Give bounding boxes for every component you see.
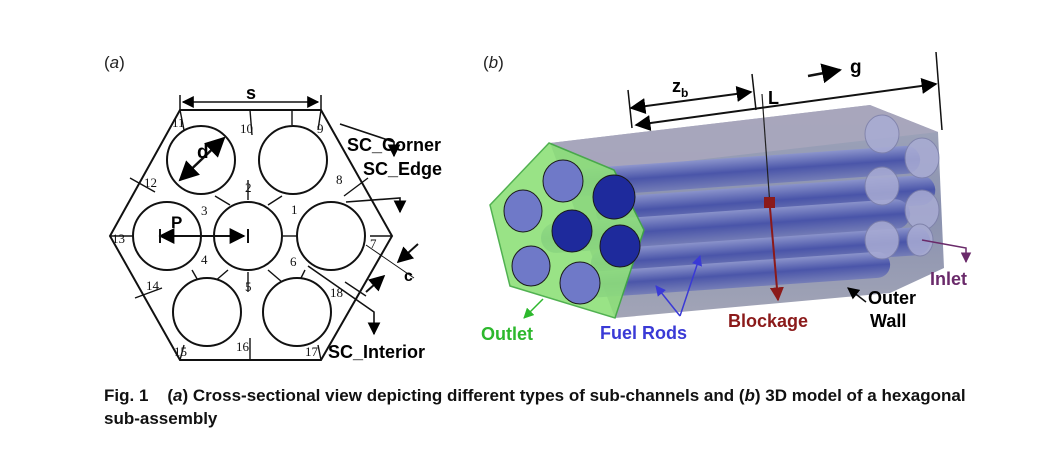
fuel-rods-leader-2 — [679, 255, 702, 317]
dim-l-line — [634, 78, 938, 131]
subchannel-6: 6 — [290, 254, 297, 269]
rod-top-right — [258, 125, 328, 195]
subchannel-18: 18 — [330, 285, 343, 300]
caption-fig-number: Fig. 1 — [104, 386, 149, 405]
dim-s-label: s — [246, 83, 256, 103]
blockage-leader — [769, 207, 784, 302]
dim-c-extension — [365, 244, 415, 279]
subchannel-15: 15 — [174, 344, 187, 359]
dim-d-label: d — [197, 142, 209, 163]
subchannel-3: 3 — [201, 203, 208, 218]
subchannel-14: 14 — [146, 278, 160, 293]
outer-wall-leader — [847, 287, 867, 303]
blockage-block — [764, 197, 775, 208]
subchannel-5: 5 — [245, 279, 252, 294]
dim-c-arrow-upper — [396, 243, 419, 264]
callout-sc-interior: SC_Interior — [328, 342, 425, 362]
subchannel-numbers: 1 2 3 4 5 6 7 8 9 10 11 12 13 14 15 16 1… — [112, 115, 377, 359]
rod-bottom-left — [172, 277, 242, 347]
label-inlet: Inlet — [930, 269, 967, 289]
caption-a: a — [172, 386, 183, 405]
subchannel-2: 2 — [245, 180, 252, 195]
label-outer-wall-1: Outer — [868, 288, 916, 308]
label-outer-wall-2: Wall — [870, 311, 906, 331]
caption-text-2: 3D model of a hexagonal sub-assembly — [104, 386, 966, 428]
subchannel-11: 11 — [172, 115, 185, 130]
figure-caption: Fig. 1 (a) Cross-sectional view depictin… — [104, 386, 966, 428]
gravity-arrow — [807, 63, 842, 84]
callout-sc-corner: SC_Corner — [347, 135, 441, 155]
label-outlet: Outlet — [481, 324, 533, 344]
subchannel-17: 17 — [305, 344, 319, 359]
subchannel-8: 8 — [336, 172, 343, 187]
subchannel-1: 1 — [291, 202, 298, 217]
dim-zb-ext-left — [627, 89, 633, 129]
label-blockage: Blockage — [728, 311, 808, 331]
caption-b: b — [744, 386, 755, 405]
dim-c-arrow-lower — [365, 274, 386, 293]
outlet-leader — [523, 298, 544, 319]
dim-zb-line — [629, 85, 753, 115]
rod-bottom-right — [262, 277, 332, 347]
subchannel-9: 9 — [317, 121, 324, 136]
subchannel-4: 4 — [201, 252, 208, 267]
label-fuel-rods: Fuel Rods — [600, 323, 687, 343]
dim-c-label: c — [404, 268, 413, 285]
gravity-label: g — [850, 57, 862, 78]
panel-a-cross-section: (a) s — [104, 53, 442, 362]
callout-sc-edge: SC_Edge — [363, 159, 442, 179]
dim-p-label: P — [171, 213, 182, 232]
fuel-rods-leader-1 — [655, 285, 681, 317]
dim-l-ext-right — [935, 51, 943, 131]
rod-right — [296, 201, 366, 271]
subchannel-10: 10 — [240, 121, 253, 136]
panel-b-3d-model: (b) — [481, 51, 972, 344]
callout-edge-leader — [345, 197, 407, 214]
rod-bodies — [541, 145, 936, 300]
outlet-rod-faces — [503, 159, 641, 305]
panel-a-label: (a) — [104, 53, 125, 72]
dim-l-label: L — [768, 88, 779, 108]
callout-interior-leader — [307, 265, 381, 336]
dim-zb-ext-right — [751, 73, 757, 111]
subchannel-7: 7 — [370, 236, 377, 251]
subchannel-16: 16 — [236, 339, 250, 354]
subchannel-12: 12 — [144, 175, 157, 190]
dim-d-arrow — [178, 136, 226, 182]
callout-corner-leader — [339, 123, 401, 158]
subchannel-13: 13 — [112, 231, 125, 246]
inlet-leader — [921, 239, 972, 264]
caption-text-1: Cross-sectional view depicting different… — [188, 386, 739, 405]
dim-zb-label: zb — [672, 76, 688, 100]
panel-b-label: (b) — [483, 53, 504, 72]
